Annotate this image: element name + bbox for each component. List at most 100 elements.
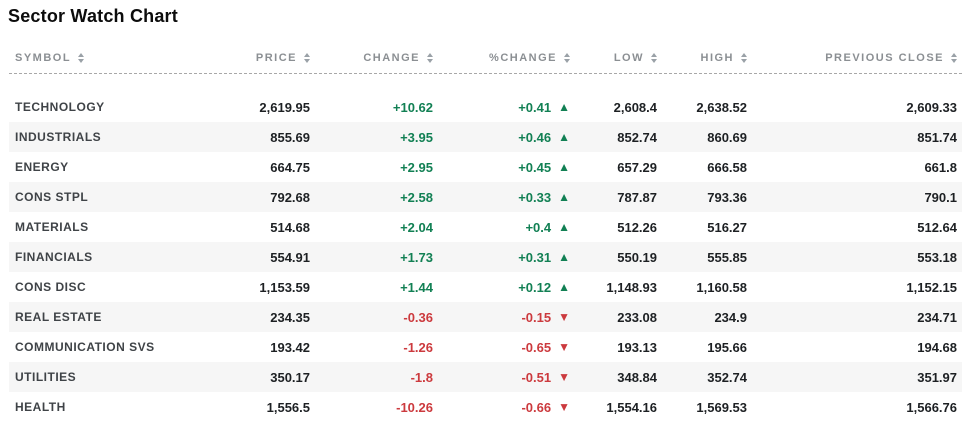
column-header-pct-change[interactable]: %CHANGE xyxy=(433,52,570,64)
sort-arrows-icon xyxy=(78,53,85,63)
high-value: 555.85 xyxy=(707,249,747,265)
sort-arrows-icon xyxy=(564,53,570,63)
table-row: REAL ESTATE 234.35 -0.36 -0.15 ▼ 233.08 … xyxy=(9,302,962,332)
pct-change-value: -0.15 xyxy=(521,309,552,325)
low-value: 233.08 xyxy=(617,309,657,325)
previous-close-value: 194.68 xyxy=(917,339,957,355)
column-label: HIGH xyxy=(700,52,734,64)
low-value: 787.87 xyxy=(617,189,657,205)
pct-change-value: -0.66 xyxy=(521,399,552,415)
change-value: -0.36 xyxy=(403,309,433,325)
high-value: 195.66 xyxy=(707,339,747,355)
column-label: LOW xyxy=(613,52,644,64)
high-value: 1,160.58 xyxy=(696,279,747,295)
column-label: CHANGE xyxy=(363,52,420,64)
pct-change-cell: +0.12 ▲ xyxy=(433,280,570,295)
up-triangle-icon: ▲ xyxy=(558,160,570,174)
pct-change-cell: -0.65 ▼ xyxy=(433,340,570,355)
price-value: 855.69 xyxy=(270,129,310,145)
change-value: +1.73 xyxy=(400,249,433,265)
column-label: PRICE xyxy=(255,52,297,64)
column-header-change[interactable]: CHANGE xyxy=(310,52,433,64)
sort-arrows-icon xyxy=(427,53,433,63)
pct-change-cell: +0.33 ▲ xyxy=(433,190,570,205)
low-value: 2,608.4 xyxy=(613,99,657,115)
pct-change-cell: +0.4 ▲ xyxy=(433,220,570,235)
table-row: CONS STPL 792.68 +2.58 +0.33 ▲ 787.87 79… xyxy=(9,182,962,212)
up-triangle-icon: ▲ xyxy=(558,280,570,294)
sector-symbol: REAL ESTATE xyxy=(15,310,102,324)
sector-symbol: COMMUNICATION SVS xyxy=(15,340,155,354)
page-title: Sector Watch Chart xyxy=(8,6,178,26)
sector-symbol: CONS DISC xyxy=(15,280,87,294)
table-row: MATERIALS 514.68 +2.04 +0.4 ▲ 512.26 516… xyxy=(9,212,962,242)
change-value: -1.26 xyxy=(403,339,433,355)
sector-symbol: INDUSTRIALS xyxy=(15,130,102,144)
sort-arrows-icon xyxy=(304,53,310,63)
table-row: FINANCIALS 554.91 +1.73 +0.31 ▲ 550.19 5… xyxy=(9,242,962,272)
pct-change-value: +0.4 xyxy=(525,219,552,235)
previous-close-value: 234.71 xyxy=(917,309,957,325)
column-label: PREVIOUS CLOSE xyxy=(825,52,944,64)
up-triangle-icon: ▲ xyxy=(558,220,570,234)
pct-change-cell: +0.41 ▲ xyxy=(433,100,570,115)
low-value: 348.84 xyxy=(617,369,657,385)
pct-change-value: -0.51 xyxy=(521,369,552,385)
sector-symbol: TECHNOLOGY xyxy=(15,100,105,114)
pct-change-value: +0.33 xyxy=(518,189,552,205)
column-header-low[interactable]: LOW xyxy=(570,52,657,64)
table-row: COMMUNICATION SVS 193.42 -1.26 -0.65 ▼ 1… xyxy=(9,332,962,362)
low-value: 657.29 xyxy=(617,159,657,175)
low-value: 550.19 xyxy=(617,249,657,265)
price-value: 514.68 xyxy=(270,219,310,235)
low-value: 512.26 xyxy=(617,219,657,235)
price-value: 234.35 xyxy=(270,309,310,325)
sort-arrows-icon xyxy=(741,53,747,63)
high-value: 666.58 xyxy=(707,159,747,175)
high-value: 516.27 xyxy=(707,219,747,235)
change-value: -1.8 xyxy=(410,369,433,385)
sort-arrows-icon xyxy=(951,53,957,63)
table-body: TECHNOLOGY 2,619.95 +10.62 +0.41 ▲ 2,608… xyxy=(0,92,971,422)
column-header-previous-close[interactable]: PREVIOUS CLOSE xyxy=(747,52,957,64)
low-value: 1,554.16 xyxy=(606,399,657,415)
high-value: 1,569.53 xyxy=(696,399,747,415)
column-header-price[interactable]: PRICE xyxy=(230,52,310,64)
change-value: +1.44 xyxy=(400,279,433,295)
price-value: 664.75 xyxy=(270,159,310,175)
column-header-symbol[interactable]: SYMBOL xyxy=(9,52,230,64)
pct-change-value: +0.41 xyxy=(518,99,552,115)
pct-change-cell: -0.66 ▼ xyxy=(433,400,570,415)
previous-close-value: 1,152.15 xyxy=(906,279,957,295)
column-label: SYMBOL xyxy=(15,52,72,64)
table-row: UTILITIES 350.17 -1.8 -0.51 ▼ 348.84 352… xyxy=(9,362,962,392)
sector-symbol: MATERIALS xyxy=(15,220,89,234)
low-value: 852.74 xyxy=(617,129,657,145)
price-value: 2,619.95 xyxy=(259,99,310,115)
sector-symbol: FINANCIALS xyxy=(15,250,93,264)
low-value: 193.13 xyxy=(617,339,657,355)
change-value: -10.26 xyxy=(396,399,433,415)
previous-close-value: 790.1 xyxy=(924,189,957,205)
up-triangle-icon: ▲ xyxy=(558,130,570,144)
sector-symbol: UTILITIES xyxy=(15,370,77,384)
pct-change-cell: +0.46 ▲ xyxy=(433,130,570,145)
change-value: +3.95 xyxy=(400,129,433,145)
table-row: CONS DISC 1,153.59 +1.44 +0.12 ▲ 1,148.9… xyxy=(9,272,962,302)
low-value: 1,148.93 xyxy=(606,279,657,295)
up-triangle-icon: ▲ xyxy=(558,250,570,264)
column-header-high[interactable]: HIGH xyxy=(657,52,747,64)
sector-symbol: CONS STPL xyxy=(15,190,89,204)
pct-change-value: +0.12 xyxy=(518,279,552,295)
previous-close-value: 512.64 xyxy=(917,219,957,235)
table-header-row: SYMBOL PRICE CHANGE %CHANGE LOW HIGH xyxy=(9,48,962,74)
high-value: 793.36 xyxy=(707,189,747,205)
change-value: +10.62 xyxy=(392,99,433,115)
price-value: 1,556.5 xyxy=(266,399,310,415)
pct-change-value: -0.65 xyxy=(521,339,552,355)
pct-change-cell: +0.31 ▲ xyxy=(433,250,570,265)
table-row: ENERGY 664.75 +2.95 +0.45 ▲ 657.29 666.5… xyxy=(9,152,962,182)
sector-watch-table: SYMBOL PRICE CHANGE %CHANGE LOW HIGH xyxy=(0,48,971,422)
down-triangle-icon: ▼ xyxy=(558,340,570,354)
